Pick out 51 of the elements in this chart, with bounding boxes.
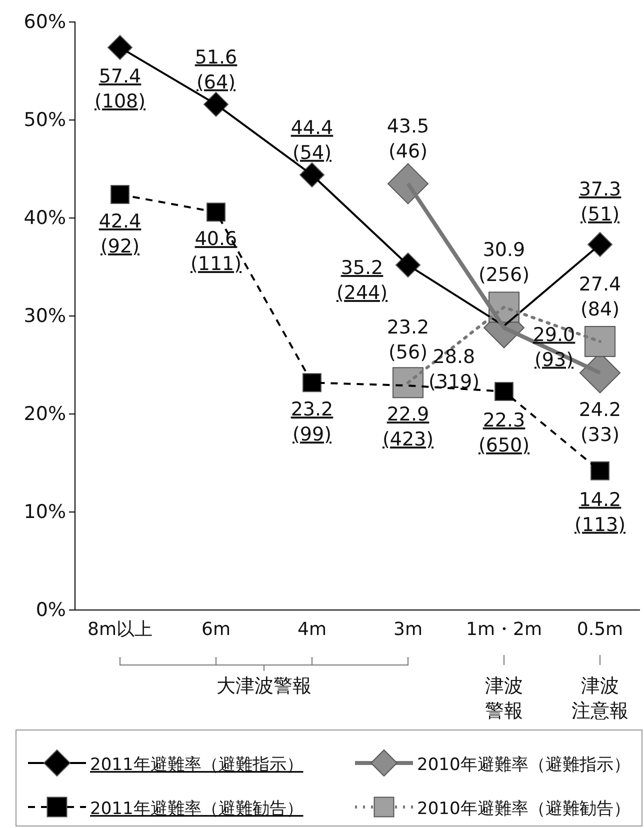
legend-label: 2010年避難率（避難指示）	[417, 755, 630, 775]
point	[396, 252, 420, 278]
y-tick-label: 30%	[24, 305, 66, 328]
data-label: 14.2 (113)	[574, 488, 626, 536]
y-tick-label: 0%	[36, 599, 66, 622]
point	[388, 163, 428, 204]
text: 大津波警報	[216, 675, 312, 697]
point	[204, 92, 228, 117]
x-tick-label: 0.5m	[576, 618, 624, 640]
data-label: 27.4 (84)	[578, 273, 622, 320]
data-label: 22.3 (650)	[478, 409, 530, 456]
y-tick-label: 60%	[24, 11, 66, 34]
y-tick-label: 20%	[24, 403, 66, 426]
point	[108, 34, 132, 60]
data-label: 40.6 (111)	[190, 228, 242, 276]
data-label: 57.4 (108)	[94, 65, 146, 112]
data-label: 37.3 (51)	[578, 178, 622, 226]
point	[110, 184, 130, 204]
x-tick-label: 3m	[394, 618, 422, 640]
data-label: 43.5 (46)	[386, 116, 430, 163]
point	[392, 367, 424, 398]
legend-label: 2011年避難率（避難勧告）	[90, 799, 304, 819]
y-tick-label: 10%	[24, 501, 66, 524]
point	[300, 162, 324, 188]
point	[590, 461, 610, 480]
data-label: 29.0 (93)	[532, 324, 576, 371]
data-label: 24.2 (33)	[578, 398, 622, 446]
y-tick-label: 50%	[24, 109, 66, 132]
x-tick-label: 8m以上	[88, 618, 152, 640]
point	[588, 232, 612, 257]
point	[584, 326, 616, 357]
legend-label: 2010年避難率（避難勧告）	[417, 799, 630, 819]
y-tick-label: 40%	[24, 207, 66, 230]
data-label: 42.4 (92)	[98, 210, 142, 258]
data-label: 23.2 (99)	[290, 398, 334, 446]
data-label: 44.4 (54)	[290, 116, 334, 164]
data-label: 22.9 (423)	[382, 404, 434, 451]
x-tick-label: 4m	[298, 618, 326, 640]
text: 津波警報	[485, 675, 523, 722]
x-tick-label: 6m	[202, 618, 230, 640]
text: 津波注意報	[572, 675, 628, 722]
point	[206, 202, 226, 222]
data-label: 30.9 (256)	[478, 239, 530, 286]
point	[302, 373, 322, 392]
x-tick-label: 1m・2m	[466, 618, 542, 640]
data-label: 35.2 (244)	[336, 257, 388, 304]
point	[494, 382, 514, 401]
data-label: 23.2 (56)	[386, 316, 430, 364]
legend-label: 2011年避難率（避難指示）	[90, 755, 304, 775]
data-label: 51.6 (64)	[194, 46, 238, 94]
data-label: 28.8 (319)	[428, 346, 480, 393]
